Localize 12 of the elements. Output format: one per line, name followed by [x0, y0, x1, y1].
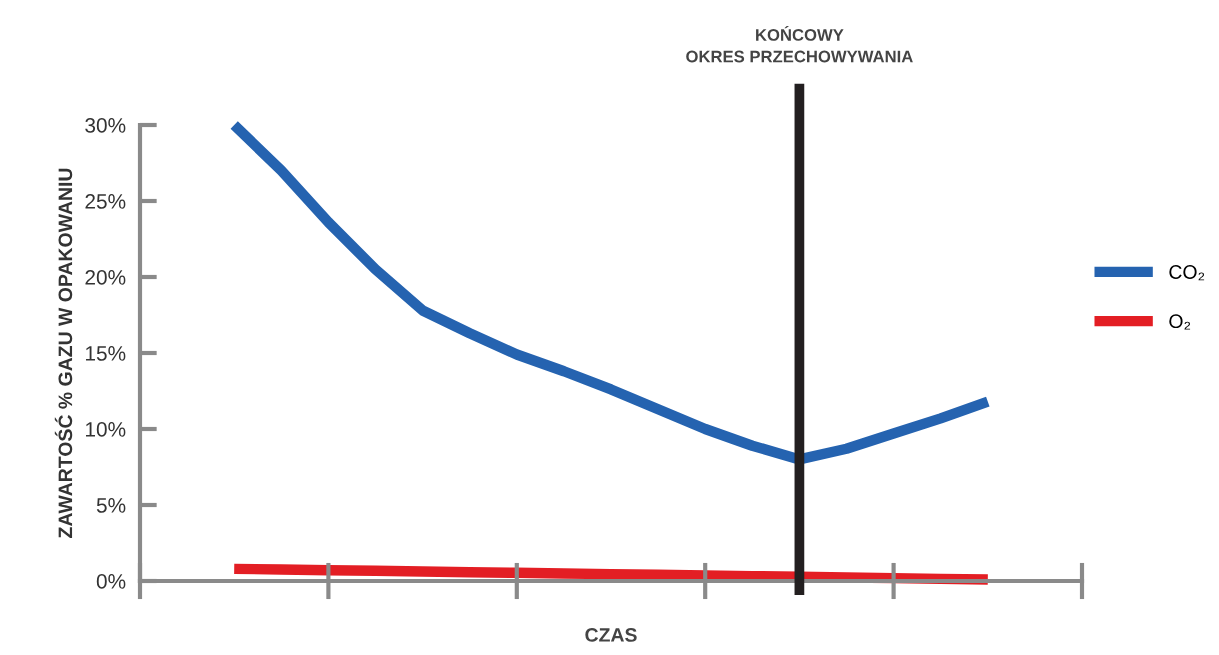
text: KOŃCOWY OKRES PRZECHOWYWANIA: [686, 25, 913, 63]
y-tick-label: 10%: [86, 422, 126, 437]
y-tick-label: 15%: [86, 346, 126, 361]
y-axis-title: ZAWARTOŚĆ % GAZU W OPAKOWANIU: [54, 168, 73, 538]
y-tick-label: 25%: [85, 194, 126, 209]
y-tick-label: 0%: [96, 574, 126, 589]
legend-label: CO₂: [1169, 265, 1205, 281]
legend-label: O₂: [1169, 314, 1191, 330]
y-tick-label: 5%: [96, 498, 126, 513]
x-axis-title: CZAS: [585, 628, 637, 642]
y-tick-label: 20%: [85, 270, 126, 285]
y-tick-label: 30%: [85, 118, 126, 133]
